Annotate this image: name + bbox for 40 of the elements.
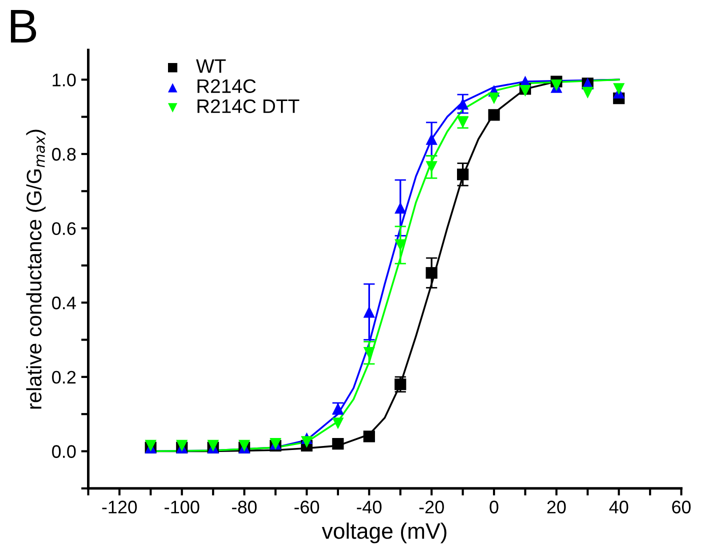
point (394, 239, 406, 251)
point (363, 430, 375, 442)
point (488, 109, 500, 121)
legend-label: WT (196, 59, 226, 73)
point (456, 168, 469, 180)
x-axis-title: voltage (mV) (322, 522, 446, 544)
x-tick-label: 60 (672, 500, 691, 514)
y-tick-label: 1.0 (52, 74, 76, 86)
point (456, 98, 469, 110)
x-tick-label: -60 (294, 500, 320, 514)
y-tick-label: 0.8 (52, 148, 76, 161)
chart-title: B (10, 10, 36, 43)
x-tick-label: 0 (490, 500, 498, 514)
legend-label: R214C DTT (198, 99, 300, 114)
y-axis-title: relative conductance (G/G$_{max}$) (26, 130, 46, 409)
x-tick-label: -120 (102, 500, 137, 514)
point (426, 267, 438, 279)
point (488, 92, 500, 104)
y-tick-label: 0.4 (52, 296, 76, 310)
legend-label: R214C (198, 79, 256, 94)
point (332, 438, 344, 450)
y-tick-label: 0.6 (52, 222, 76, 236)
x-tick-label: -100 (164, 500, 200, 514)
y-tick-label: 0.2 (52, 370, 76, 384)
x-tick-label: -40 (356, 500, 382, 514)
x-tick-label: -80 (232, 500, 257, 514)
y-tick-label: 0.0 (52, 445, 76, 458)
point (426, 161, 438, 173)
x-tick-label: -20 (419, 500, 444, 514)
point (582, 86, 594, 98)
x-tick-label: 40 (609, 500, 628, 514)
point (613, 83, 625, 95)
point (332, 418, 344, 430)
point (426, 133, 438, 145)
point (394, 378, 406, 390)
point (363, 346, 375, 359)
point (394, 202, 406, 214)
point (363, 306, 375, 318)
x-tick-label: 20 (547, 500, 566, 514)
point (300, 436, 313, 448)
